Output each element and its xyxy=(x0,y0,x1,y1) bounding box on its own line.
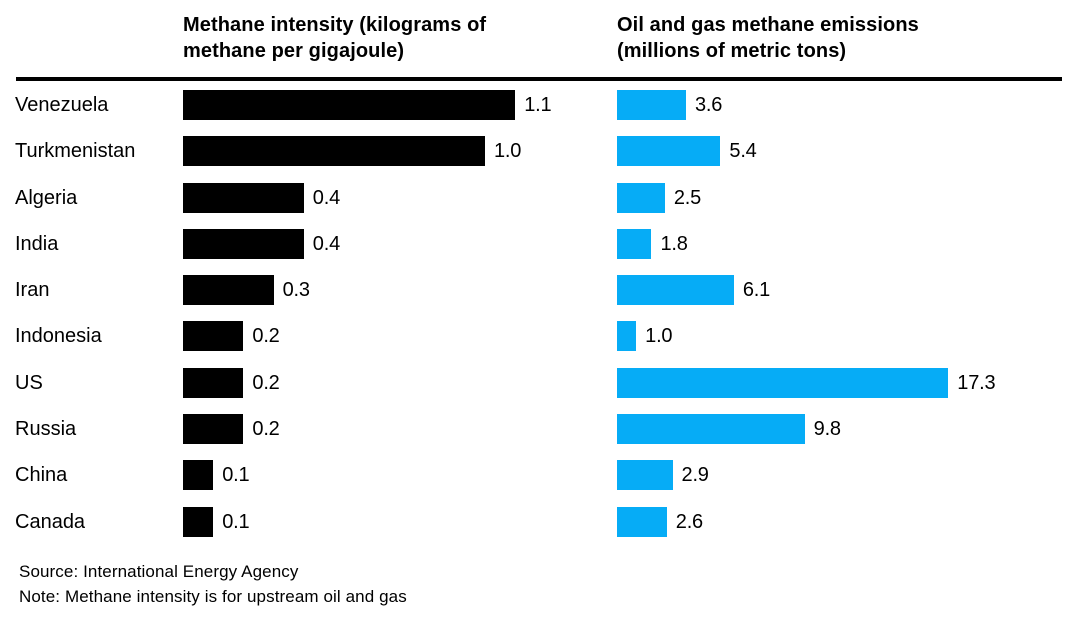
country-label: Venezuela xyxy=(15,94,109,116)
chart-row: Russia 0.2 9.8 xyxy=(0,414,1080,445)
methane-intensity-bar xyxy=(183,90,516,120)
country-label: US xyxy=(15,371,43,394)
chart-row: Algeria 0.4 2.5 xyxy=(0,182,1080,213)
value-label: 0.1 xyxy=(222,510,250,533)
header-divider-rule xyxy=(16,77,1062,81)
value-label: 0.2 xyxy=(252,325,280,348)
value-label: 6.1 xyxy=(742,279,771,302)
emissions-bar xyxy=(617,321,637,352)
chart-row: Canada 0.1 2.6 xyxy=(0,506,1080,537)
methane-intensity-bar xyxy=(183,506,214,537)
value-label: 1.0 xyxy=(494,140,522,163)
value-label: 0.4 xyxy=(312,232,340,255)
methane-intensity-bar xyxy=(183,275,274,306)
value-label: 1.1 xyxy=(524,94,552,116)
emissions-bar xyxy=(617,90,686,120)
emissions-bar xyxy=(617,367,949,398)
methodology-note: Note: Methane intensity is for upstream … xyxy=(19,587,407,606)
value-label: 2.6 xyxy=(675,510,703,533)
country-label: Canada xyxy=(15,510,86,533)
country-label: China xyxy=(15,464,68,487)
value-label: 17.3 xyxy=(957,371,996,394)
right-chart-title: Oil and gas methane emissions (millions … xyxy=(617,14,919,62)
value-label: 2.5 xyxy=(673,186,702,209)
value-label: 2.9 xyxy=(681,464,709,487)
value-label: 1.8 xyxy=(660,232,688,255)
emissions-bar xyxy=(617,506,667,537)
value-label: 0.2 xyxy=(252,418,280,441)
chart-row: Indonesia 0.2 1.0 xyxy=(0,321,1080,352)
emissions-bar xyxy=(617,182,665,213)
value-label: 0.3 xyxy=(282,279,310,302)
chart-row: Venezuela 1.1 3.6 xyxy=(0,90,1080,120)
country-label: Turkmenistan xyxy=(15,140,136,163)
country-label: Russia xyxy=(15,418,77,441)
left-chart-title: Methane intensity (kilograms of methane … xyxy=(183,14,487,62)
value-label: 3.6 xyxy=(694,94,723,116)
methane-intensity-bar xyxy=(183,321,244,352)
emissions-bar xyxy=(617,414,805,445)
country-label: India xyxy=(15,232,59,255)
emissions-bar xyxy=(617,275,734,306)
methane-intensity-bar xyxy=(183,182,304,213)
value-label: 0.4 xyxy=(312,186,340,209)
chart-footer: Source: International Energy Agency Note… xyxy=(19,559,407,609)
chart-row: Turkmenistan 1.0 5.4 xyxy=(0,136,1080,167)
source-note: Source: International Energy Agency xyxy=(19,562,299,581)
value-label: 9.8 xyxy=(813,418,841,441)
emissions-bar xyxy=(617,460,673,491)
methane-intensity-bar xyxy=(183,414,244,445)
emissions-bar xyxy=(617,136,721,167)
value-label: 0.1 xyxy=(222,464,250,487)
chart-rows: Venezuela 1.1 3.6 Turkmenistan 1.0 5.4 Algeria… xyxy=(0,90,1080,553)
chart-row: India 0.4 1.8 xyxy=(0,228,1080,259)
methane-intensity-bar xyxy=(183,228,304,259)
emissions-bar xyxy=(617,228,652,259)
value-label: 0.2 xyxy=(252,371,280,394)
methane-intensity-bar xyxy=(183,460,214,491)
methane-intensity-bar xyxy=(183,367,244,398)
value-label: 5.4 xyxy=(729,140,757,163)
country-label: Indonesia xyxy=(15,325,102,348)
chart-row: US 0.2 17.3 xyxy=(0,367,1080,398)
value-label: 1.0 xyxy=(645,325,673,348)
country-label: Algeria xyxy=(15,186,78,209)
chart-row: China 0.1 2.9 xyxy=(0,460,1080,491)
country-label: Iran xyxy=(15,279,50,302)
chart-row: Iran 0.3 6.1 xyxy=(0,275,1080,306)
methane-intensity-bar xyxy=(183,136,485,167)
